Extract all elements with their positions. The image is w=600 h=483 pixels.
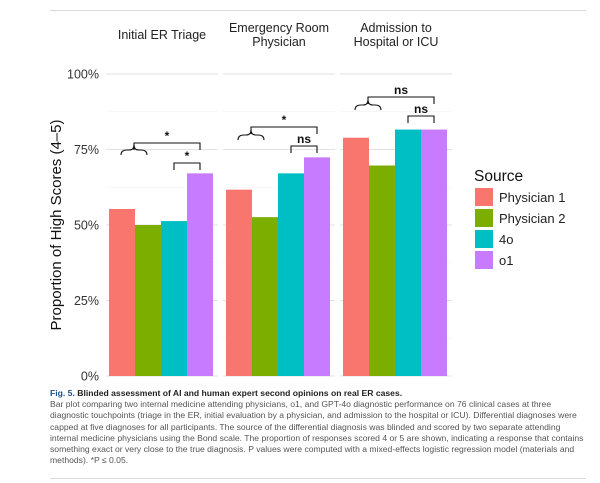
bar-physician-2-facet-2: [369, 165, 395, 376]
caption-body: Bar plot comparing two internal medicine…: [50, 399, 584, 466]
bar-o1-facet-2: [421, 129, 447, 376]
bar-4o-facet-1: [278, 173, 304, 376]
significance-label: ns: [394, 83, 408, 97]
significance-bracket: [250, 126, 318, 134]
significance-bracket: [133, 142, 201, 150]
facet-title: Physician: [252, 35, 306, 49]
significance-bracket: [407, 115, 435, 123]
y-tick-label: 100%: [67, 68, 99, 82]
bar-physician-1-facet-1: [226, 189, 252, 376]
facet-title-layer: Initial ER Triage Emergency RoomPhysician…: [118, 21, 438, 49]
bar-physician-2-facet-0: [135, 225, 161, 376]
figure-title: Blinded assessment of AI and human exper…: [77, 388, 403, 398]
legend-swatch-o1: [475, 251, 493, 269]
figure-label: Fig. 5.: [50, 388, 75, 398]
y-axis-label: Proportion of High Scores (4–5): [48, 120, 65, 331]
significance-bracket: [290, 145, 318, 153]
bar-physician-2-facet-1: [252, 217, 278, 376]
y-tick-label: 0%: [81, 370, 99, 384]
significance-label: ns: [414, 102, 428, 116]
facet-title: Emergency Room: [229, 21, 329, 35]
figure-caption: Fig. 5. Blinded assessment of AI and hum…: [50, 388, 590, 466]
significance-label: *: [185, 149, 190, 163]
bars-layer: [109, 129, 447, 376]
significance-bracket: [367, 96, 435, 104]
bar-o1-facet-0: [187, 173, 213, 376]
legend-label: Physician 2: [499, 211, 565, 226]
significance-label: *: [282, 113, 287, 127]
bar-physician-1-facet-2: [343, 137, 369, 376]
legend-swatch-4o: [475, 230, 493, 248]
legend-label: o1: [499, 253, 513, 268]
bar-4o-facet-0: [161, 221, 187, 376]
bar-4o-facet-2: [395, 129, 421, 376]
y-tick-label: 25%: [74, 294, 99, 308]
legend: Source Physician 1 Physician 2 4o o1: [474, 168, 565, 269]
significance-label: ns: [297, 132, 311, 146]
axis-layer: 0% 25% 50% 75% 100% Proportion of High Scores…: [48, 68, 99, 384]
facet-title: Hospital or ICU: [354, 35, 439, 49]
bar-o1-facet-1: [304, 157, 330, 376]
legend-label: Physician 1: [499, 190, 565, 205]
significance-bracket: [173, 162, 201, 170]
legend-swatch-physician-1: [475, 188, 493, 206]
legend-swatch-physician-2: [475, 209, 493, 227]
legend-label: 4o: [499, 232, 513, 247]
top-divider: [50, 10, 586, 11]
bottom-divider: [50, 478, 586, 479]
legend-title: Source: [474, 168, 523, 185]
facet-title: Initial ER Triage: [118, 28, 206, 42]
y-tick-label: 75%: [74, 143, 99, 157]
significance-label: *: [165, 129, 170, 143]
bar-physician-1-facet-0: [109, 208, 135, 376]
facet-title: Admission to: [360, 21, 432, 35]
y-tick-label: 50%: [74, 219, 99, 233]
